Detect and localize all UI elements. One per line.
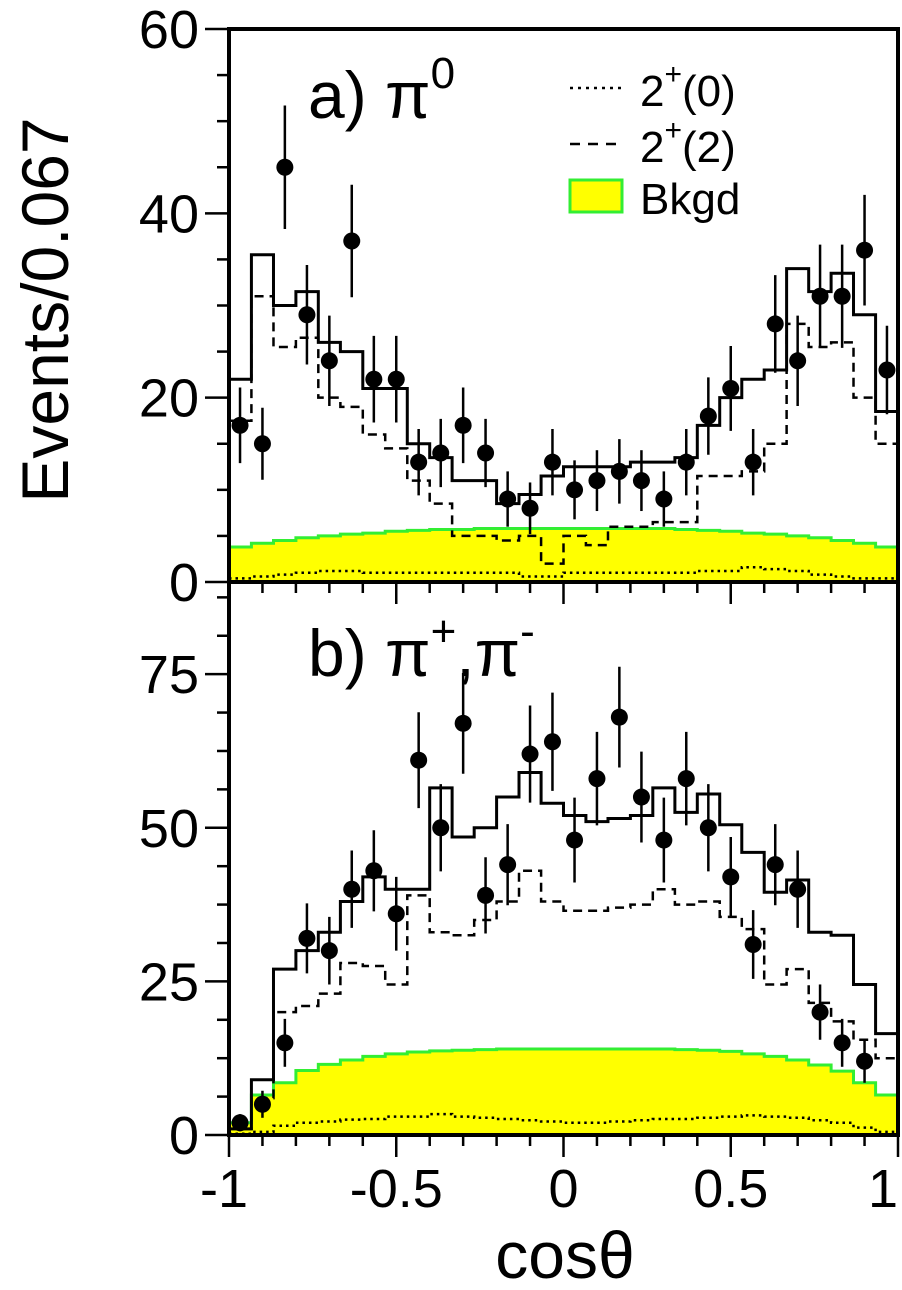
panel-a-data-point-24 (766, 315, 784, 333)
x-tick-label: 1 (868, 1159, 898, 1219)
panel-b-series-bkgd-edge (229, 1047, 898, 1125)
panel-a-data-point-16 (588, 472, 606, 490)
panel-b-data-point-20 (677, 770, 695, 788)
panel-a-data-point-0 (231, 416, 249, 434)
panel-a-data-point-8 (410, 453, 428, 471)
panel-b-data-point-15 (566, 831, 584, 849)
panel-b: 0 25 50 75 -1 -0.5 0 0.5 1 (139, 580, 900, 1219)
panel-b-series-22 (229, 869, 900, 1131)
x-tick-label: 0.5 (693, 1159, 768, 1219)
panel-a-data-point-15 (566, 481, 584, 499)
panel-a-data-point-12 (499, 490, 517, 508)
panel-a-y-tick-label: 40 (139, 184, 199, 244)
panel-a-series-bkgd-edge (229, 527, 898, 549)
panel-b-data-point-17 (610, 708, 628, 726)
panel-b-data-point-22 (722, 868, 740, 886)
panel-a-y-tick-label: 60 (139, 0, 199, 60)
panel-b-data-point-18 (632, 788, 650, 806)
panel-a-data-point-17 (610, 462, 628, 480)
y-axis-title: Events/0.067 (8, 117, 82, 502)
legend: 2+(0) 2+(2) Bkgd (568, 58, 740, 224)
panel-b-series-20 (229, 1112, 898, 1136)
legend-label-2plus2: 2+(2) (640, 114, 736, 172)
panel-a-data-point-1 (253, 435, 271, 453)
panel-a-data-point-7 (387, 370, 405, 388)
panel-a-data-point-29 (878, 361, 896, 379)
panel-b-data-point-9 (432, 819, 450, 837)
panel-a-data-point-27 (833, 287, 851, 305)
panel-b-label-sup: + (431, 607, 457, 656)
panel-b-data-point-7 (387, 905, 405, 923)
panel-b-data-point-10 (454, 714, 472, 732)
panel-a-series-20 (229, 566, 898, 580)
panel-a-data-point-22 (722, 379, 740, 397)
panel-b-label-sup2: - (520, 607, 535, 656)
panel-a-data-point-26 (811, 287, 829, 305)
panel-b-data-point-3 (298, 929, 316, 947)
panel-b-data-point-14 (543, 733, 561, 751)
panel-b-data-point-13 (521, 745, 539, 763)
panel-b-y-tick-label: 75 (139, 645, 199, 705)
panel-a: 0 20 40 60 (139, 0, 900, 613)
panel-b-label: b) π+,π- (308, 607, 535, 690)
panel-a-data-point-18 (632, 472, 650, 490)
panel-a-data-point-5 (343, 232, 361, 250)
panel-b-data-point-6 (365, 862, 383, 880)
panel-a-data-point-9 (432, 444, 450, 462)
panel-a-data-point-21 (699, 407, 717, 425)
svg-text:a) π0: a) π0 (308, 49, 455, 132)
legend-swatch-bkgd (568, 178, 624, 214)
panel-a-data-point-19 (655, 490, 673, 508)
x-tick-label: -1 (200, 1159, 248, 1219)
panel-b-data-point-0 (231, 1114, 249, 1132)
panel-b-data-point-27 (833, 1034, 851, 1052)
panel-b-label-mid: ,π (456, 616, 520, 690)
panel-b-data-point-19 (655, 831, 673, 849)
panel-a-label: a) π0 (308, 49, 455, 132)
panel-a-y-tick-label: 20 (139, 369, 199, 429)
panel-b-y-tick-label: 50 (139, 799, 199, 859)
svg-text:b) π+,π-: b) π+,π- (308, 607, 535, 690)
legend-label-bkgd: Bkgd (640, 175, 740, 224)
panel-a-data-point-13 (521, 499, 539, 517)
panel-b-data-point-28 (856, 1052, 874, 1070)
panel-b-y-tick-label: 25 (139, 952, 199, 1012)
panel-b-data-point-11 (477, 886, 495, 904)
panel-b-data-point-2 (276, 1034, 294, 1052)
panel-b-data-point-12 (499, 856, 517, 874)
x-tick-label: 0 (548, 1159, 578, 1219)
panel-a-data-point-20 (677, 453, 695, 471)
panel-a-data-point-23 (744, 453, 762, 471)
panel-a-data-point-2 (276, 158, 294, 176)
panel-a-data-point-3 (298, 306, 316, 324)
panel-b-data-point-23 (744, 936, 762, 954)
panel-a-data-point-11 (477, 444, 495, 462)
panel-b-data-point-21 (699, 819, 717, 837)
panel-a-data-point-10 (454, 416, 472, 434)
panel-a-data-point-28 (856, 241, 874, 259)
panel-a-data-point-6 (365, 370, 383, 388)
panel-b-y-tick-label: 0 (169, 1106, 199, 1166)
panel-b-data-point-5 (343, 880, 361, 898)
panel-b-series-bkgd-area (229, 1048, 898, 1135)
panel-b-data-point-26 (811, 1003, 829, 1021)
panel-a-data-point-4 (320, 352, 338, 370)
panel-b-data-point-4 (320, 942, 338, 960)
panel-a-label-text: a) π (308, 58, 431, 132)
panel-a-series-bkgd-area (229, 528, 898, 582)
legend-label-2plus0: 2+(0) (640, 58, 736, 116)
panel-b-data-point-25 (789, 880, 807, 898)
panel-a-y-tick-label: 0 (169, 553, 199, 613)
x-tick-label: -0.5 (350, 1159, 443, 1219)
panel-a-label-sup: 0 (431, 49, 455, 98)
panel-a-data-point-14 (543, 453, 561, 471)
x-axis-title: cosθ (495, 1218, 634, 1290)
panel-b-data-point-16 (588, 770, 606, 788)
panel-b-data-point-1 (253, 1095, 271, 1113)
panel-b-data-point-8 (410, 751, 428, 769)
panel-a-data-point-25 (789, 352, 807, 370)
panel-b-label-text: b) π (308, 616, 431, 690)
panel-b-data-point-24 (766, 856, 784, 874)
